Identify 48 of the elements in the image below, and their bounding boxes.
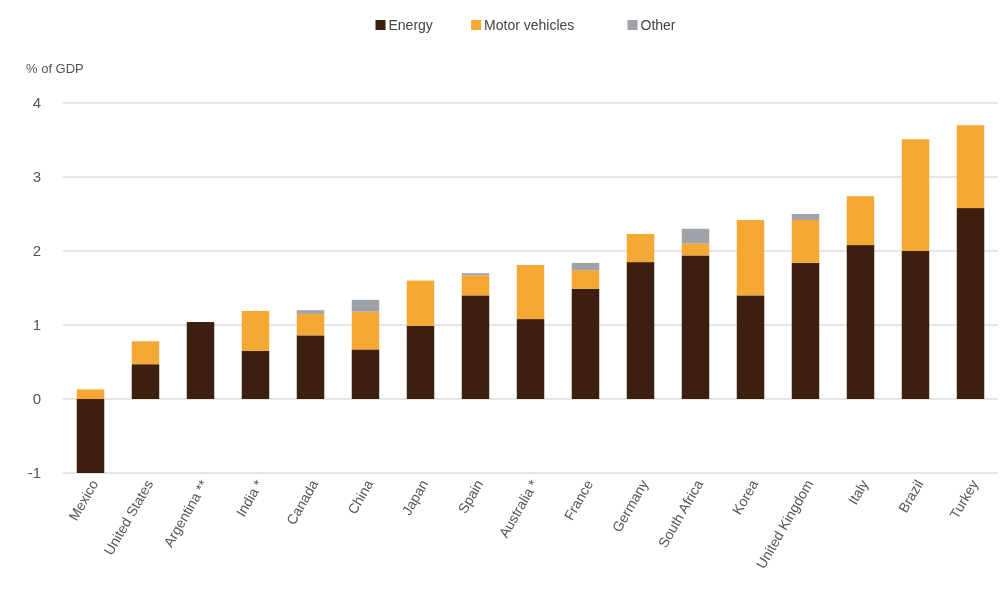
bar [571, 288, 600, 399]
bar [296, 313, 325, 336]
bar [791, 262, 820, 399]
bar [736, 295, 765, 399]
bar [736, 219, 765, 296]
y-tick-label: 1 [32, 316, 41, 334]
bar [846, 245, 875, 399]
bar [76, 389, 105, 399]
bar [186, 322, 215, 399]
bar [76, 399, 105, 473]
bar [791, 219, 820, 263]
bar [791, 214, 820, 220]
bar [296, 335, 325, 399]
legend-label: Motor vehicles [484, 17, 575, 33]
bar [296, 310, 325, 314]
legend-label: Other [640, 17, 676, 33]
bar [571, 270, 600, 289]
bar [901, 251, 930, 399]
bar [956, 125, 985, 209]
bar [351, 349, 380, 399]
bar [461, 275, 490, 296]
bar [241, 310, 270, 351]
bar [516, 265, 545, 320]
y-axis-title: % of GDP [26, 61, 84, 76]
bar [681, 255, 710, 399]
bar [351, 311, 380, 350]
bar [351, 299, 380, 312]
y-tick-label: 3 [32, 168, 41, 186]
bar [681, 228, 710, 244]
y-tick-label: -1 [27, 464, 41, 482]
bar [516, 319, 545, 399]
bar [406, 325, 435, 399]
bar [571, 262, 600, 271]
bar [241, 350, 270, 399]
legend-label: Energy [388, 17, 433, 33]
bar [626, 262, 655, 399]
bar [956, 208, 985, 399]
bar [131, 364, 160, 399]
bar [131, 341, 160, 365]
bar [901, 139, 930, 251]
bar [846, 196, 875, 246]
bar [406, 280, 435, 326]
bar [681, 243, 710, 256]
y-tick-label: 0 [32, 390, 41, 408]
y-tick-label: 2 [32, 242, 41, 260]
bar [461, 295, 490, 399]
y-tick-label: 4 [32, 94, 41, 112]
bar [626, 233, 655, 263]
